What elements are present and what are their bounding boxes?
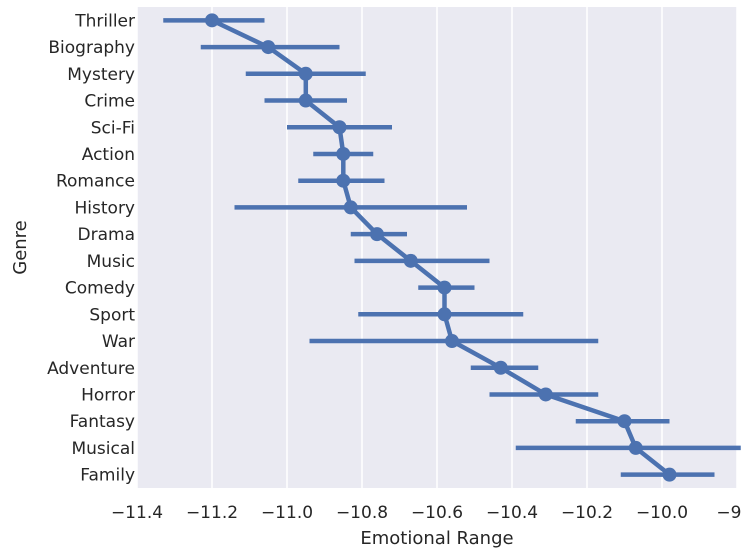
x-tick-label: −10.4	[486, 503, 538, 523]
point-drama	[370, 227, 384, 242]
point-crime	[298, 93, 313, 108]
y-tick-label: Mystery	[67, 65, 135, 85]
point-comedy	[437, 280, 452, 295]
x-tick-label: −10.0	[636, 503, 688, 523]
y-tick-label: Horror	[81, 385, 135, 405]
x-tick-label: −11.0	[261, 503, 313, 523]
point-horror	[538, 387, 553, 402]
point-romance	[336, 173, 351, 188]
x-tick-label: −10.2	[561, 503, 613, 523]
point-fantasy	[617, 414, 632, 429]
y-tick-label: Family	[80, 466, 135, 486]
point-sport	[437, 307, 452, 322]
y-tick-label: Comedy	[65, 279, 135, 299]
point-mystery	[298, 66, 313, 81]
y-tick-label: War	[102, 332, 135, 352]
x-tick-label: −11.2	[186, 503, 238, 523]
y-tick-label: Crime	[84, 92, 135, 112]
point-thriller	[205, 13, 219, 28]
x-tick-label: −10.6	[411, 503, 463, 523]
y-tick-label: Fantasy	[70, 412, 135, 432]
y-tick-labels: Thriller Biography Mystery Crime Sci-Fi Actio…	[47, 11, 135, 485]
y-tick-label: Musical	[71, 439, 135, 459]
y-tick-label: Biography	[48, 38, 135, 58]
point-action	[336, 146, 351, 161]
point-music	[403, 253, 418, 268]
point-biography	[261, 40, 276, 55]
y-tick-label: Sport	[89, 305, 135, 325]
series-genre-emotional-range	[163, 13, 741, 482]
x-tick-label: −11.4	[111, 503, 163, 523]
y-tick-label: Romance	[56, 172, 135, 192]
y-tick-label: Drama	[78, 225, 135, 245]
y-tick-label: History	[75, 198, 135, 218]
point-sci-fi	[332, 120, 347, 135]
point-musical	[628, 440, 643, 455]
x-tick-label: −10.8	[336, 503, 388, 523]
y-tick-label: Sci-Fi	[91, 118, 135, 138]
point-war	[445, 334, 459, 349]
point-history	[343, 200, 358, 215]
y-tick-label: Action	[82, 145, 135, 165]
y-axis-label: Genre	[10, 220, 31, 275]
y-tick-label: Thriller	[74, 11, 135, 31]
point-family	[662, 467, 677, 482]
y-tick-label: Adventure	[47, 359, 135, 379]
y-tick-label: Music	[87, 252, 135, 272]
x-tick-labels: −11.4 −11.2 −11.0 −10.8 −10.6 −10.4 −10.2 −10.0…	[111, 503, 742, 523]
x-axis-label: Emotional Range	[360, 528, 513, 549]
x-tick-label: −9.8	[716, 503, 742, 523]
point-adventure	[493, 360, 508, 375]
